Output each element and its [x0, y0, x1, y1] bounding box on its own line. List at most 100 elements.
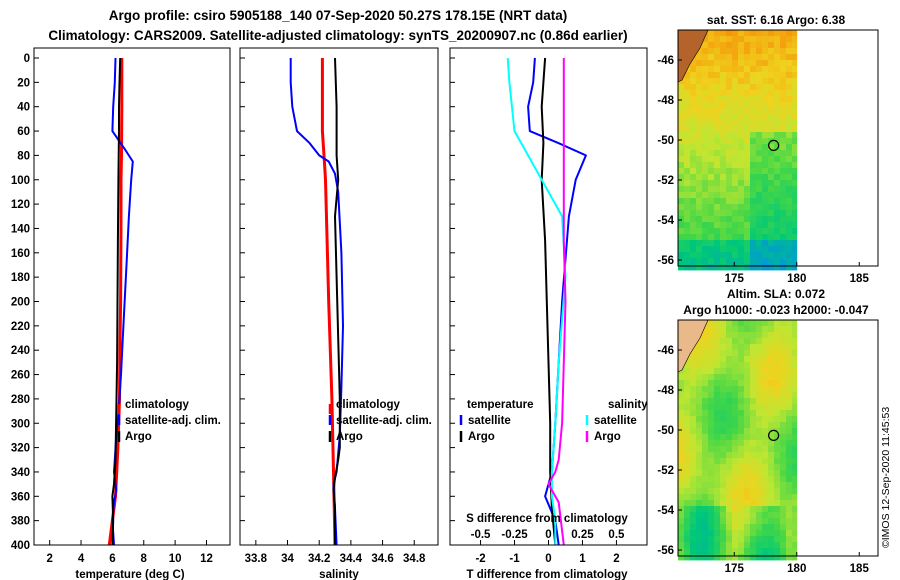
map-grid-cell [738, 500, 745, 507]
map-grid-cell [768, 518, 775, 525]
map-grid-cell [762, 476, 769, 483]
map-grid-cell [702, 48, 709, 55]
map-grid-cell [756, 386, 763, 393]
map-grid-cell [702, 494, 709, 501]
map-grid-cell [732, 90, 739, 97]
map-grid-cell [690, 180, 697, 187]
map-grid-cell [786, 54, 793, 61]
map-grid-cell [750, 380, 757, 387]
map-grid-cell [738, 530, 745, 537]
map-grid-cell [774, 102, 781, 109]
map-grid-cell [696, 428, 703, 435]
map-grid-cell [684, 428, 691, 435]
map-grid-cell [708, 234, 715, 241]
map-grid-cell [702, 470, 709, 477]
map-grid-cell [720, 150, 727, 157]
map-grid-cell [774, 380, 781, 387]
x-tick-label: 12 [200, 553, 213, 565]
map-grid-cell [696, 530, 703, 537]
map-grid-cell [732, 54, 739, 61]
map-grid-cell [702, 144, 709, 151]
map-grid-cell [708, 320, 715, 327]
map-grid-cell [690, 464, 697, 471]
map-grid-cell [696, 452, 703, 459]
map-grid-cell [708, 398, 715, 405]
map-grid-cell [720, 338, 727, 345]
map-grid-cell [768, 548, 775, 555]
map-grid-cell [720, 36, 727, 43]
map-grid-cell [732, 216, 739, 223]
map-grid-cell [756, 446, 763, 453]
map-grid-cell [744, 482, 751, 489]
map-grid-cell [726, 162, 733, 169]
map-grid-cell [690, 60, 697, 67]
map-grid-cell [744, 458, 751, 465]
map-grid-cell [696, 162, 703, 169]
map-grid-cell [750, 180, 757, 187]
map-grid-cell [774, 108, 781, 115]
map-grid-cell [732, 162, 739, 169]
map-grid-cell [720, 398, 727, 405]
map-grid-cell [732, 42, 739, 49]
map-grid-cell [762, 524, 769, 531]
map-grid-cell [714, 54, 721, 61]
map-grid-cell [750, 530, 757, 537]
map-grid-cell [780, 422, 787, 429]
map-grid-cell [702, 84, 709, 91]
map-grid-cell [714, 524, 721, 531]
map-grid-cell [744, 264, 751, 271]
map-grid-cell [726, 126, 733, 133]
map-y-tick-label: -56 [657, 545, 674, 557]
map-grid-cell [738, 464, 745, 471]
map-grid-cell [720, 494, 727, 501]
map-grid-cell [750, 198, 757, 205]
y-tick-label: 0 [24, 53, 30, 65]
map-grid-cell [774, 66, 781, 73]
map-grid-cell [732, 458, 739, 465]
map-grid-cell [696, 90, 703, 97]
map-grid-cell [708, 180, 715, 187]
map-grid-cell [702, 234, 709, 241]
map-grid-cell [702, 434, 709, 441]
map-grid-cell [744, 524, 751, 531]
map-grid-cell [696, 554, 703, 561]
map-grid-cell [708, 114, 715, 121]
map-grid-cell [774, 126, 781, 133]
map-grid-cell [702, 240, 709, 247]
map-grid-cell [678, 264, 685, 271]
map-grid-cell [726, 368, 733, 375]
map-grid-cell [780, 494, 787, 501]
map-grid-cell [792, 240, 798, 247]
map-grid-cell [726, 240, 733, 247]
map-grid-cell [702, 386, 709, 393]
map-grid-cell [786, 114, 793, 121]
map-grid-cell [762, 368, 769, 375]
map-grid-cell [714, 500, 721, 507]
map-grid-cell [774, 42, 781, 49]
map-grid-cell [774, 554, 781, 561]
map-grid-cell [702, 132, 709, 139]
map-grid-cell [786, 108, 793, 115]
map-grid-cell [744, 380, 751, 387]
map-grid-cell [714, 132, 721, 139]
map-grid-cell [690, 440, 697, 447]
map-grid-cell [780, 174, 787, 181]
map-grid-cell [774, 506, 781, 513]
map-grid-cell [768, 156, 775, 163]
map-y-tick-label: -50 [657, 135, 674, 147]
map-grid-cell [720, 132, 727, 139]
map-grid-cell [744, 350, 751, 357]
map-grid-cell [714, 36, 721, 43]
map-grid-cell [792, 356, 798, 363]
map-grid-cell [786, 264, 793, 271]
map-grid-cell [792, 548, 798, 555]
map-grid-cell [696, 192, 703, 199]
map-grid-cell [756, 108, 763, 115]
map-grid-cell [708, 416, 715, 423]
temperature-xlabel: temperature (deg C) [75, 569, 184, 580]
map-grid-cell [702, 458, 709, 465]
map-grid-cell [726, 168, 733, 175]
map-grid-cell [756, 464, 763, 471]
map-grid-cell [786, 240, 793, 247]
map-grid-cell [744, 210, 751, 217]
